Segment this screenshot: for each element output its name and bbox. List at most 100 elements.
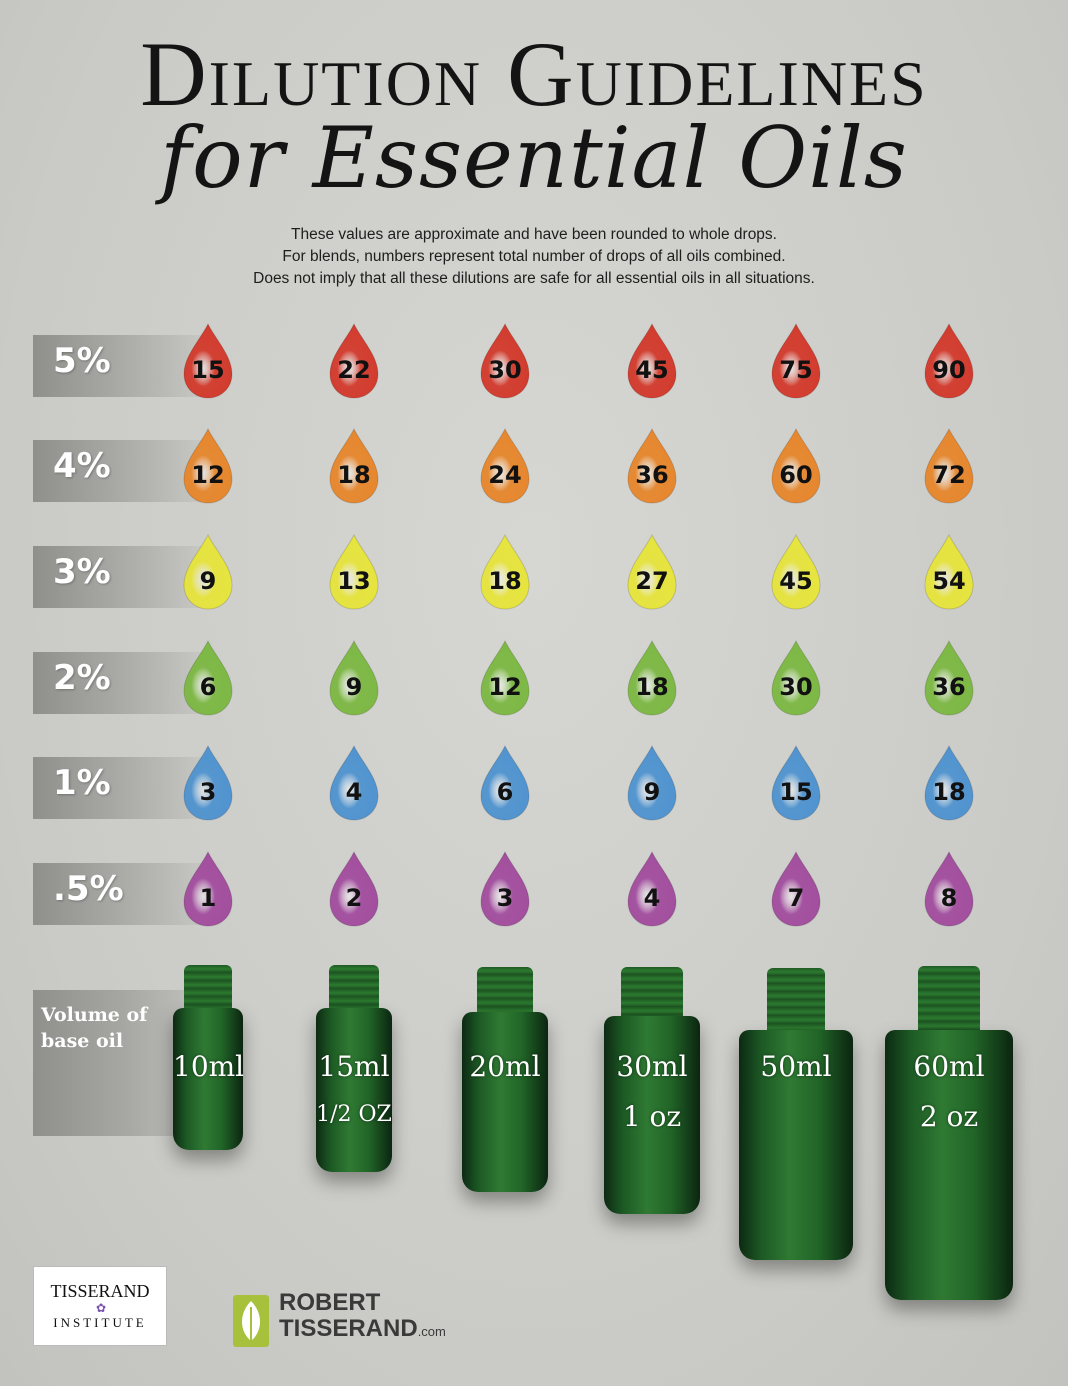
drop-icon: [924, 322, 974, 399]
drop-icon: [183, 744, 233, 821]
drop-count: 7: [787, 884, 805, 912]
page-title: Dilution Guidelines: [140, 23, 928, 125]
drop-count: 13: [337, 567, 371, 595]
bottle-volume-oz: 2 oz: [919, 1100, 979, 1133]
drop-count: 60: [779, 461, 813, 489]
flower-icon: ✿: [96, 1301, 107, 1315]
drop-count: 27: [635, 567, 669, 595]
drop-cell: 6: [479, 744, 531, 822]
drop-cell: 75: [770, 322, 822, 400]
drop-cell: 36: [923, 639, 975, 717]
rt-logo-line1: ROBERT: [279, 1289, 381, 1316]
drop-icon: [771, 533, 821, 610]
note-line: For blends, numbers represent total numb…: [282, 248, 786, 265]
drop-icon: [329, 533, 379, 610]
drop-icon: [329, 322, 379, 399]
drop-cell: 18: [923, 744, 975, 822]
drop-cell: 9: [328, 639, 380, 717]
drop-count: 12: [488, 673, 522, 701]
drop-cell: 8: [923, 850, 975, 928]
drop-count: 18: [337, 461, 371, 489]
drop-count: 6: [496, 778, 514, 806]
drop-count: 72: [932, 461, 966, 489]
drop-icon: [771, 427, 821, 504]
drop-icon: [329, 639, 379, 716]
drop-icon: [183, 533, 233, 610]
drop-count: 12: [191, 461, 225, 489]
drop-count: 36: [635, 461, 669, 489]
row-label-text: 4%: [53, 446, 111, 486]
drop-icon: [924, 850, 974, 927]
drop-count: 4: [643, 884, 661, 912]
drop-cell: 1: [182, 850, 234, 928]
drop-cell: 7: [770, 850, 822, 928]
rt-logo-suffix: .com: [417, 1324, 446, 1339]
note-line: These values are approximate and have be…: [291, 226, 777, 243]
drop-cell: 27: [626, 533, 678, 611]
drop-count: 75: [779, 356, 813, 384]
rt-logo-line2: TISSERAND.com: [279, 1315, 446, 1346]
drop-cell: 30: [770, 639, 822, 717]
drop-count: 8: [940, 884, 958, 912]
drop-cell: 12: [479, 639, 531, 717]
row-label-text: 3%: [53, 552, 111, 592]
drop-icon: [480, 850, 530, 927]
bottle-neck: [621, 967, 683, 1022]
bottle-neck: [184, 965, 232, 1014]
drop-icon: [924, 427, 974, 504]
drop-cell: 15: [770, 744, 822, 822]
drop-count: 45: [635, 356, 669, 384]
bottle-volume-ml: 50ml: [760, 1050, 832, 1083]
drop-cell: 72: [923, 427, 975, 505]
bottle-neck: [477, 967, 533, 1018]
page-subtitle: for Essential Oils: [160, 109, 908, 207]
leaf-icon: [233, 1295, 269, 1347]
drop-icon: [627, 850, 677, 927]
drop-icon: [924, 533, 974, 610]
institute-logo-bottom: INSTITUTE: [53, 1315, 147, 1330]
drop-cell: 12: [182, 427, 234, 505]
drop-count: 22: [337, 356, 371, 384]
drop-count: 18: [488, 567, 522, 595]
drop-cell: 3: [182, 744, 234, 822]
drop-count: 1: [199, 884, 217, 912]
drop-icon: [329, 744, 379, 821]
drop-count: 36: [932, 673, 966, 701]
drop-cell: 18: [626, 639, 678, 717]
drop-cell: 90: [923, 322, 975, 400]
drop-icon: [924, 639, 974, 716]
rt-logo-name: TISSERAND: [279, 1315, 418, 1342]
drop-count: 18: [932, 778, 966, 806]
robert-tisserand-logo: ROBERT TISSERAND.com: [233, 1289, 483, 1349]
bottle-body: [173, 1008, 243, 1150]
drop-icon: [480, 639, 530, 716]
drop-count: 90: [932, 356, 966, 384]
drop-count: 15: [779, 778, 813, 806]
drop-cell: 6: [182, 639, 234, 717]
drop-count: 4: [345, 778, 363, 806]
bottle-volume-ml: 60ml: [913, 1050, 985, 1083]
drop-count: 6: [199, 673, 217, 701]
drop-icon: [183, 850, 233, 927]
row-label-text: .5%: [53, 869, 124, 909]
drop-count: 9: [345, 673, 363, 701]
institute-logo-top: TISSERAND: [50, 1281, 150, 1301]
bottle: 30ml 1 oz: [604, 967, 700, 1214]
drop-icon: [627, 639, 677, 716]
drop-icon: [924, 744, 974, 821]
drop-icon: [183, 427, 233, 504]
bottle-neck: [767, 968, 825, 1036]
drop-icon: [771, 322, 821, 399]
drop-cell: 3: [479, 850, 531, 928]
row-label-text: 1%: [53, 763, 111, 803]
drop-cell: 60: [770, 427, 822, 505]
row-label-text: 5%: [53, 341, 111, 381]
bottle-volume-oz: 1 oz: [622, 1100, 682, 1133]
note-line: Does not imply that all these dilutions …: [253, 270, 815, 287]
drop-cell: 9: [626, 744, 678, 822]
drop-cell: 2: [328, 850, 380, 928]
drop-icon: [771, 850, 821, 927]
tisserand-institute-logo: TISSERAND ✿ INSTITUTE: [33, 1266, 167, 1346]
drop-count: 2: [345, 884, 363, 912]
